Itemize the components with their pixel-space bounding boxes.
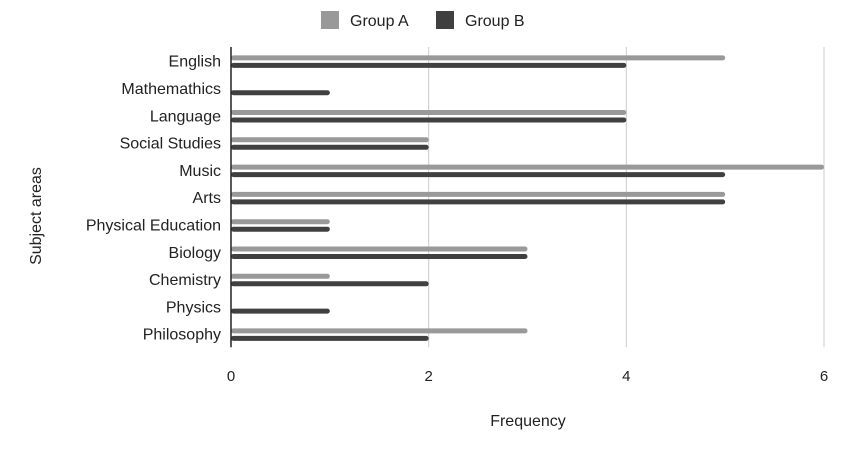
category-label: Philosophy: [143, 327, 221, 344]
bar-group-a: [231, 191, 726, 197]
bars: [231, 55, 824, 341]
category-label: Arts: [193, 190, 221, 207]
legend: Group A Group B: [321, 11, 525, 30]
bar-group-a: [231, 219, 330, 225]
bar-group-a: [231, 328, 528, 334]
x-tick-labels: 0 2 4 6: [227, 368, 828, 385]
legend-swatch: [436, 11, 454, 29]
x-tick-label: 6: [820, 368, 828, 385]
bar-group-b: [231, 62, 627, 68]
bar-group-b: [231, 144, 429, 150]
category-label: English: [169, 54, 221, 71]
legend-swatch: [321, 11, 339, 29]
bar-group-b: [231, 226, 330, 232]
bar-group-b: [231, 308, 330, 314]
bar-group-b: [231, 335, 429, 341]
bar-group-a: [231, 137, 429, 143]
category-labels: English Mathemathics Language Social Studie…: [86, 54, 221, 344]
x-tick-label: 4: [622, 368, 630, 385]
legend-label: Group B: [465, 13, 525, 30]
category-label: Language: [150, 108, 221, 125]
bar-group-b: [231, 281, 429, 287]
bar-group-a: [231, 273, 330, 279]
bar-group-b: [231, 172, 726, 178]
category-label: Biology: [169, 245, 221, 262]
bar-group-a: [231, 110, 627, 115]
category-label: Physical Education: [86, 217, 221, 234]
bar-group-b: [231, 254, 528, 259]
y-axis-label: Subject areas: [28, 167, 45, 265]
bar-group-a: [231, 246, 528, 252]
x-axis-label: Frequency: [490, 413, 566, 430]
bar-group-a: [231, 164, 824, 170]
bar-group-b: [231, 90, 330, 96]
legend-label: Group A: [350, 13, 409, 30]
x-tick-label: 0: [227, 368, 235, 385]
x-tick-label: 2: [424, 368, 432, 385]
category-label: Music: [179, 163, 221, 180]
category-label: Social Studies: [120, 136, 221, 153]
bar-group-b: [231, 117, 627, 123]
category-label: Chemistry: [149, 272, 221, 289]
grid-lines: [428, 47, 825, 348]
bar-group-b: [231, 199, 726, 205]
bar-group-a: [231, 55, 726, 61]
category-label: Physics: [166, 299, 221, 316]
category-label: Mathemathics: [121, 81, 221, 98]
